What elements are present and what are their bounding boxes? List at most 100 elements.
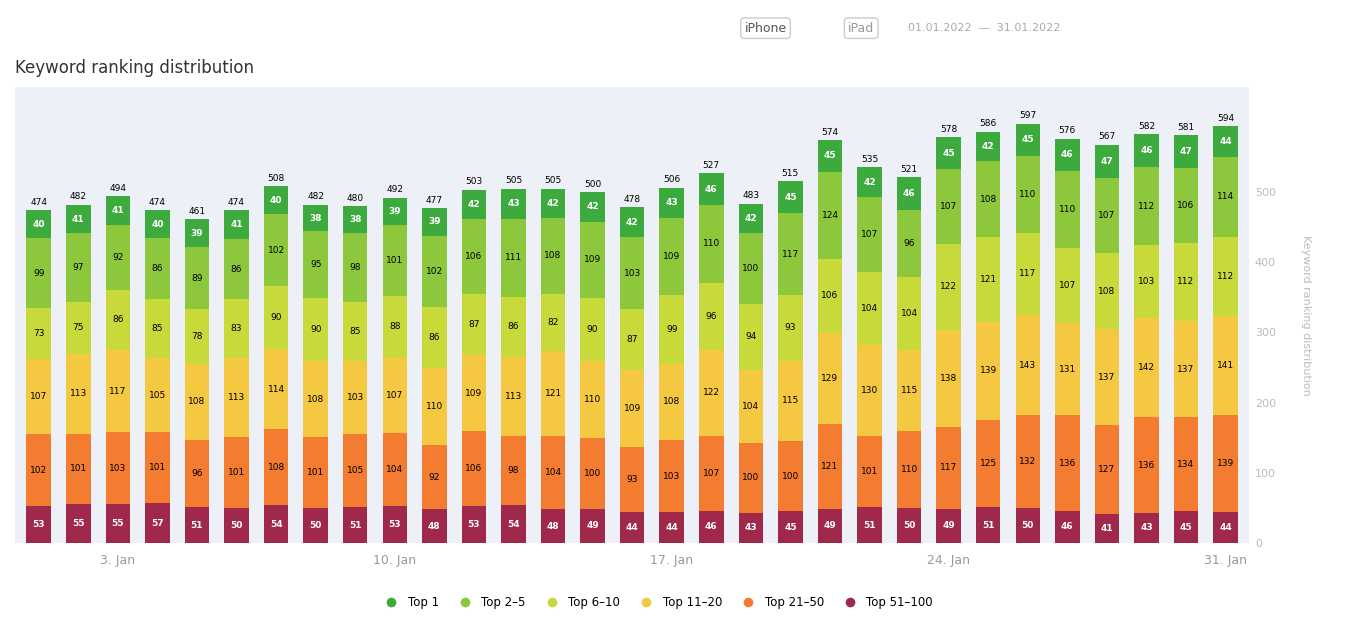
Text: 122: 122	[703, 388, 720, 398]
Text: 100: 100	[742, 264, 760, 273]
Bar	[26, 239, 51, 308]
Bar	[581, 222, 604, 298]
Bar	[422, 367, 447, 445]
Bar	[699, 173, 723, 205]
Text: 461: 461	[189, 207, 205, 216]
Bar	[1016, 124, 1040, 155]
Bar	[422, 208, 447, 235]
Text: 121: 121	[822, 462, 838, 471]
Text: 43: 43	[666, 198, 678, 207]
Bar	[541, 351, 566, 436]
Bar	[383, 506, 407, 543]
Text: 46: 46	[705, 185, 718, 193]
Text: 49: 49	[823, 521, 837, 530]
Bar	[462, 355, 487, 431]
Text: 574: 574	[822, 128, 838, 136]
Text: 141: 141	[1217, 361, 1234, 369]
Text: 41: 41	[112, 206, 124, 215]
Text: 124: 124	[822, 211, 838, 220]
Bar	[619, 309, 644, 371]
Text: 45: 45	[785, 193, 797, 202]
Text: 46: 46	[705, 523, 718, 531]
Bar	[1135, 318, 1159, 418]
Bar	[462, 219, 487, 294]
Bar	[897, 277, 921, 350]
Bar	[145, 503, 170, 543]
Text: 515: 515	[782, 169, 800, 178]
Text: 50: 50	[1021, 521, 1033, 530]
Bar	[1016, 508, 1040, 543]
Bar	[422, 445, 447, 510]
Bar	[936, 330, 961, 426]
Text: 106: 106	[822, 292, 838, 300]
Bar	[343, 302, 368, 361]
Text: 45: 45	[1021, 135, 1033, 144]
Bar	[778, 361, 802, 441]
Text: 104: 104	[901, 309, 917, 318]
Text: 112: 112	[1177, 277, 1195, 286]
Text: 483: 483	[742, 192, 760, 200]
Text: 107: 107	[30, 392, 48, 401]
Bar	[422, 510, 447, 543]
Text: 567: 567	[1098, 133, 1115, 141]
Text: 108: 108	[544, 252, 562, 260]
Text: 90: 90	[310, 325, 321, 334]
Text: 143: 143	[1020, 361, 1036, 369]
Text: 43: 43	[745, 523, 757, 533]
Text: 506: 506	[663, 175, 681, 184]
Text: 474: 474	[30, 198, 48, 207]
Text: 44: 44	[666, 523, 678, 532]
Bar	[145, 432, 170, 503]
Text: 113: 113	[504, 392, 522, 401]
Bar	[1174, 168, 1199, 242]
Text: 105: 105	[347, 466, 364, 475]
Bar	[105, 505, 130, 543]
Bar	[1174, 135, 1199, 168]
Bar	[778, 441, 802, 511]
Bar	[541, 436, 566, 510]
Text: 137: 137	[1177, 365, 1195, 374]
Text: 582: 582	[1137, 122, 1155, 131]
Text: 136: 136	[1058, 458, 1076, 468]
Bar	[1214, 126, 1239, 157]
Bar	[462, 294, 487, 355]
Bar	[1016, 415, 1040, 508]
Bar	[224, 508, 249, 543]
Text: 110: 110	[901, 465, 917, 474]
Bar	[264, 505, 288, 543]
Text: 78: 78	[191, 332, 202, 341]
Bar	[778, 295, 802, 361]
Text: 100: 100	[782, 472, 800, 481]
Text: 51: 51	[349, 521, 361, 530]
Bar	[185, 309, 209, 364]
Bar	[502, 297, 526, 357]
Text: 117: 117	[1020, 269, 1036, 279]
Bar	[1135, 418, 1159, 513]
Bar	[817, 140, 842, 172]
Text: 40: 40	[269, 196, 283, 205]
Text: 86: 86	[507, 322, 519, 331]
Bar	[145, 359, 170, 432]
Bar	[26, 506, 51, 543]
Text: 44: 44	[1219, 137, 1232, 146]
Bar	[738, 513, 763, 543]
Bar	[936, 137, 961, 169]
Text: 136: 136	[1137, 461, 1155, 470]
Bar	[462, 431, 487, 506]
Bar	[303, 298, 328, 361]
Bar	[738, 204, 763, 233]
Bar	[976, 419, 1001, 507]
Text: 103: 103	[347, 393, 364, 402]
Text: 121: 121	[544, 389, 562, 398]
Text: 73: 73	[33, 329, 45, 338]
Text: 94: 94	[745, 332, 756, 341]
Bar	[1174, 242, 1199, 321]
Text: 49: 49	[942, 521, 956, 530]
Bar	[897, 431, 921, 508]
Text: 117: 117	[940, 463, 957, 472]
Text: 85: 85	[350, 327, 361, 336]
Text: 109: 109	[465, 389, 483, 398]
Text: 50: 50	[231, 521, 243, 530]
Bar	[897, 508, 921, 543]
Text: 108: 108	[1098, 287, 1115, 295]
